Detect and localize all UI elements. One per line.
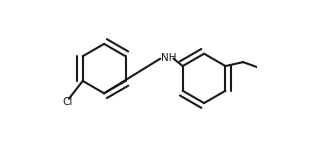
Text: NH: NH bbox=[161, 53, 176, 63]
Text: Cl: Cl bbox=[63, 97, 73, 107]
